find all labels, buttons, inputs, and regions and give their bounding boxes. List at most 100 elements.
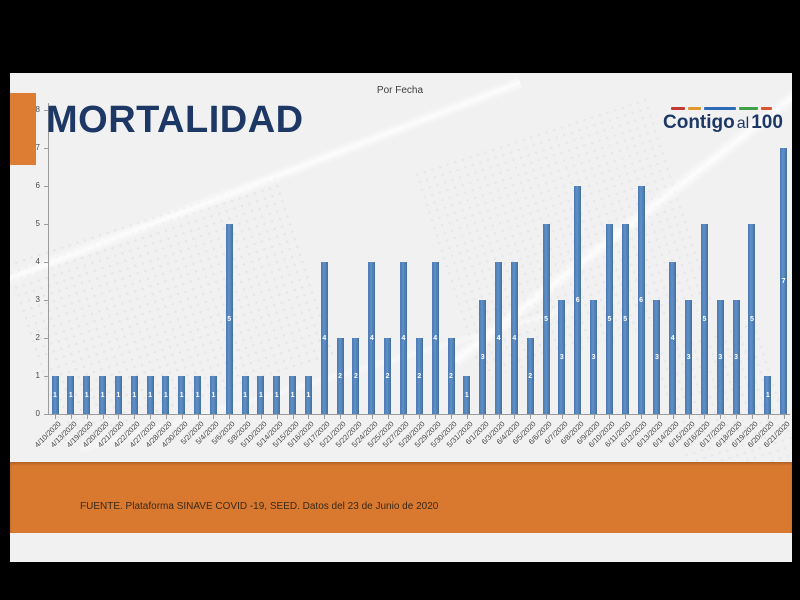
- x-tick-mark: [482, 415, 484, 419]
- x-tick-mark: [561, 415, 563, 419]
- y-tick-mark: [44, 414, 48, 415]
- bar-value-label: 1: [274, 391, 279, 399]
- y-tick-mark: [44, 148, 48, 149]
- footer-band: FUENTE. Plataforma SINAVE COVID -19, SEE…: [10, 462, 792, 533]
- x-tick-mark: [387, 415, 389, 419]
- x-tick-mark: [498, 415, 500, 419]
- bar-value-label: 3: [591, 353, 596, 361]
- bar: 1: [83, 376, 91, 414]
- bar-value-label: 4: [512, 334, 517, 342]
- bar-value-label: 5: [702, 315, 707, 323]
- bar: 1: [289, 376, 297, 414]
- bar-value-label: 6: [575, 296, 580, 304]
- bar-value-label: 4: [670, 334, 675, 342]
- bar-value-label: 1: [116, 391, 121, 399]
- x-tick-mark: [70, 415, 72, 419]
- bar: 1: [241, 376, 249, 414]
- x-tick-mark: [546, 415, 548, 419]
- x-tick-mark: [86, 415, 88, 419]
- chart-title: Por Fecha: [376, 85, 424, 96]
- x-tick-mark: [783, 415, 785, 419]
- bar: 1: [130, 376, 138, 414]
- bar-value-label: 4: [401, 334, 406, 342]
- y-axis: [48, 103, 49, 415]
- y-tick-label: 1: [35, 371, 40, 380]
- bar: 1: [51, 376, 59, 414]
- bar: 1: [209, 376, 217, 414]
- y-tick-mark: [44, 300, 48, 301]
- bar: 1: [178, 376, 186, 414]
- x-tick-mark: [530, 415, 532, 419]
- bar-value-label: 1: [84, 391, 89, 399]
- page-title: MORTALIDAD: [46, 99, 304, 141]
- bar: 2: [384, 338, 392, 414]
- logo-dash: [739, 107, 758, 110]
- bar-value-label: 6: [639, 296, 644, 304]
- y-tick-mark: [44, 262, 48, 263]
- x-tick-mark: [577, 415, 579, 419]
- y-tick-label: 2: [35, 333, 40, 342]
- y-tick-label: 8: [35, 105, 40, 114]
- bar: 4: [510, 262, 518, 414]
- bar-value-label: 1: [148, 391, 152, 399]
- bar-value-label: 1: [53, 391, 57, 399]
- y-tick-label: 7: [35, 143, 40, 152]
- bar-value-label: 3: [686, 353, 691, 361]
- logo-dash: [761, 107, 772, 110]
- y-tick-mark: [44, 338, 48, 339]
- x-tick-mark: [751, 415, 753, 419]
- x-tick-mark: [355, 415, 357, 419]
- bar-value-label: 1: [306, 391, 311, 399]
- bar-value-label: 1: [765, 391, 770, 399]
- y-tick-mark: [44, 376, 48, 377]
- bar: 4: [320, 262, 328, 414]
- bar: 5: [225, 224, 233, 414]
- y-tick-mark: [44, 110, 48, 111]
- bar-value-label: 1: [464, 391, 469, 399]
- bar-value-label: 5: [623, 315, 628, 323]
- bar: 6: [574, 186, 582, 414]
- bar-value-label: 1: [163, 391, 168, 399]
- x-tick-mark: [767, 415, 769, 419]
- x-tick-mark: [308, 415, 310, 419]
- bar: 5: [621, 224, 629, 414]
- x-tick-mark: [704, 415, 706, 419]
- x-tick-mark: [609, 415, 611, 419]
- bar: 3: [716, 300, 724, 414]
- logo-word-100: 100: [751, 112, 783, 133]
- logo-text: Contigo al 100: [663, 113, 791, 132]
- bar: 1: [304, 376, 312, 414]
- bar: 2: [336, 338, 344, 414]
- logo-dash: [671, 107, 685, 110]
- y-tick-mark: [44, 224, 48, 225]
- bar-value-label: 1: [68, 391, 73, 399]
- bar: 1: [463, 376, 471, 414]
- bar-value-label: 1: [100, 391, 105, 399]
- x-tick-mark: [55, 415, 56, 419]
- bar-value-label: 1: [258, 391, 263, 399]
- bar-value-label: 5: [227, 315, 232, 323]
- y-tick-label: 0: [35, 409, 40, 418]
- mortality-bar-chart: Por Fecha 0 1 2 3 4 5 6 7 8 1 4/10/2020 1 4/13/2020 1…: [10, 73, 792, 562]
- bar: 3: [685, 300, 693, 414]
- y-tick-label: 4: [35, 257, 40, 266]
- bar-value-label: 2: [449, 372, 453, 380]
- bar-value-label: 2: [338, 372, 343, 380]
- bar: 1: [99, 376, 107, 414]
- bar-value-label: 5: [750, 315, 754, 323]
- x-tick-mark: [451, 415, 452, 419]
- x-axis: [48, 414, 790, 415]
- bar: 5: [748, 224, 756, 414]
- bar: 4: [368, 262, 376, 414]
- bar: 1: [146, 376, 154, 414]
- x-tick-mark: [292, 415, 294, 419]
- bar-value-label: 1: [132, 391, 137, 399]
- x-tick-mark: [245, 415, 247, 419]
- bar-value-label: 5: [607, 315, 612, 323]
- bar: 2: [526, 338, 534, 414]
- bar-value-label: 2: [354, 372, 358, 380]
- bar-value-label: 7: [781, 277, 786, 285]
- bar: 1: [194, 376, 202, 414]
- x-tick-mark: [514, 415, 516, 419]
